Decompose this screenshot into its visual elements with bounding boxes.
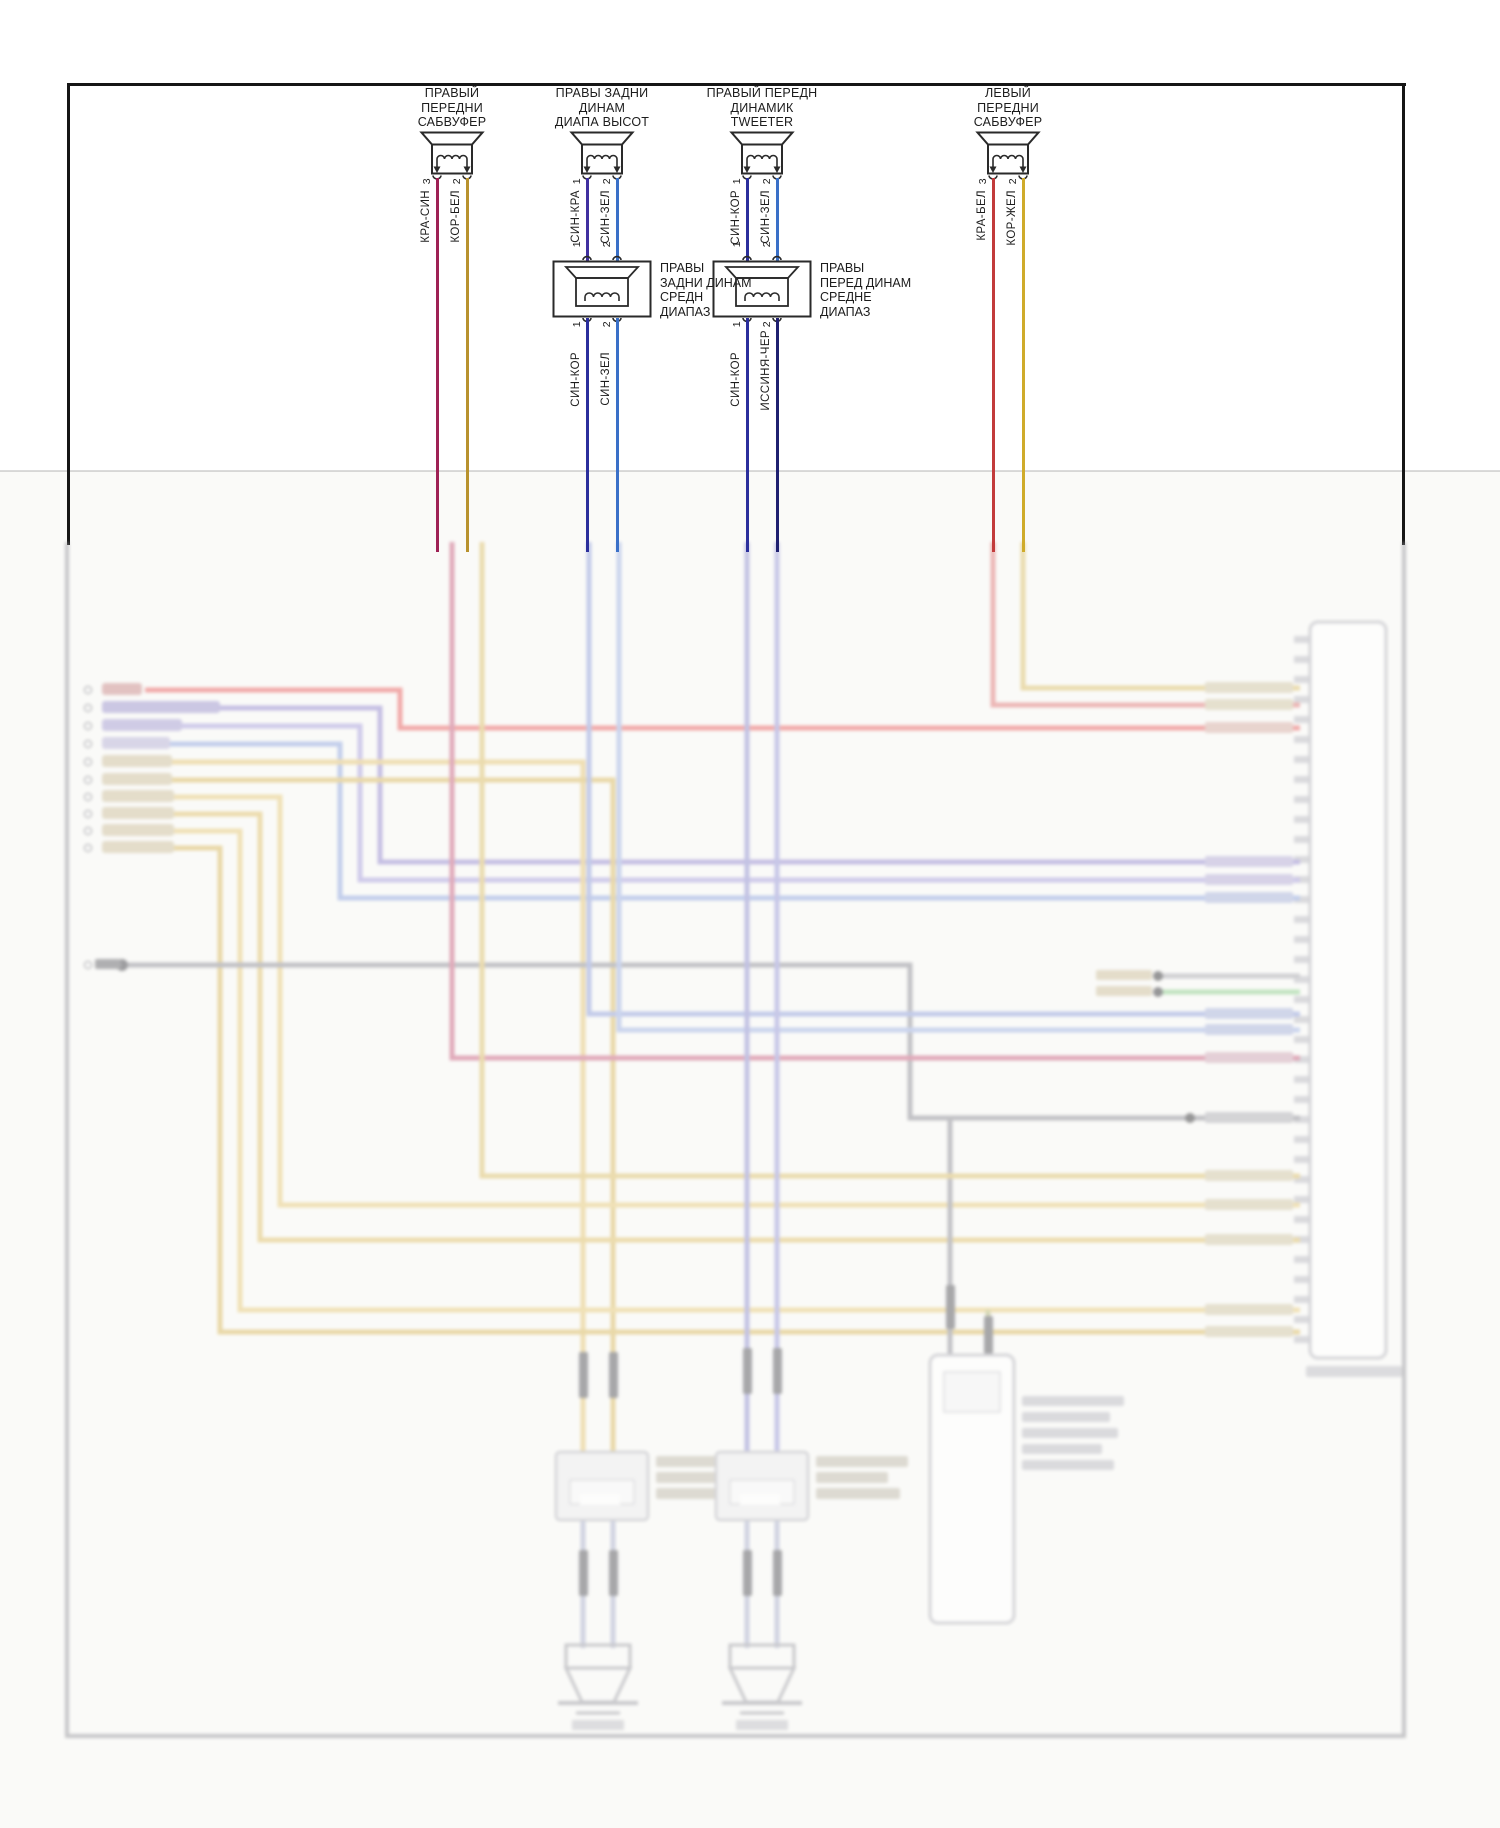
wire-label-sin-zel: СИН-ЗЕЛ <box>600 190 612 244</box>
midbox-1-label-line2: ЗАДНИ ДИНАМ <box>660 275 752 290</box>
midbox-2-bottom-pin-number: 1 <box>731 321 743 328</box>
speaker-1-pin-number: 2 <box>451 178 463 185</box>
wire-label-kor-zhel: КОР-ЖЁЛ <box>1006 190 1018 246</box>
midbox-2-label-line4: ДИАПАЗ <box>820 304 871 319</box>
speaker-4-pin-number: 3 <box>977 178 989 185</box>
wire-sin-zel <box>616 318 619 552</box>
midbox-1-label-line1: ПРАВЫ <box>660 261 705 275</box>
midbox-2-top-pin-number: 1 <box>731 241 743 248</box>
wire-issinya-cher <box>776 318 779 552</box>
wire-label-kra-sin: КРА-СИН <box>420 190 432 243</box>
speaker-4-label-line3: САБВУФЕР <box>973 115 1043 129</box>
speaker-1-label-line2: ПЕРЕДНИ <box>421 100 483 115</box>
midbox-2-label-line3: СРЕДНЕ <box>820 290 872 304</box>
midbox-1-label: ПРАВЫ ЗАДНИ ДИНАМ СРЕДН ДИАПАЗ <box>660 261 790 319</box>
speaker-2-pin-number: 2 <box>601 178 613 185</box>
wire-kra-bel <box>992 178 995 552</box>
midbox-1-top-pin-number: 2 <box>601 241 613 248</box>
midrange-speaker-symbol <box>552 255 652 323</box>
speaker-symbol <box>975 131 1041 180</box>
speaker-3-label-line2: ДИНАМИК <box>730 100 794 115</box>
overlay-edge-line <box>0 470 1500 472</box>
speaker-1-pin-number: 3 <box>421 178 433 185</box>
speaker-3-label: ПРАВЫЙ ПЕРЕДН ДИНАМИК TWEETER <box>687 86 837 130</box>
wire-label-sin-kor: СИН-КОР <box>730 190 742 245</box>
wire-kor-zhel <box>1022 178 1025 552</box>
wire-label-sin-zel: СИН-ЗЕЛ <box>600 352 612 406</box>
midbox-1-top-pin-number: 1 <box>571 241 583 248</box>
midbox-1-label-line4: ДИАПАЗ <box>660 304 711 319</box>
speaker-2-label-line1: ПРАВЫ ЗАДНИ <box>555 86 649 100</box>
wire-label-sin-kra: СИН-КРА <box>570 190 582 243</box>
midbox-2-label: ПРАВЫ ПЕРЕД ДИНАМ СРЕДНЕ ДИАПАЗ <box>820 261 950 319</box>
speaker-3-label-line1: ПРАВЫЙ ПЕРЕДН <box>706 86 818 100</box>
wire-sin-zel <box>616 178 619 261</box>
wire-label-sin-kor: СИН-КОР <box>730 352 742 407</box>
speaker-symbol <box>419 131 485 180</box>
speaker-4-label-line2: ПЕРЕДНИ <box>977 100 1039 115</box>
midbox-2-top-pin-number: 2 <box>761 241 773 248</box>
speaker-3-pin-number: 2 <box>761 178 773 185</box>
speaker-3-label-line3: TWEETER <box>730 115 794 129</box>
speaker-2-label-line2: ДИНАМ <box>578 100 626 115</box>
frame-left-border <box>67 83 70 545</box>
wire-label-sin-kor: СИН-КОР <box>570 352 582 407</box>
speaker-1-label: ПРАВЫЙ ПЕРЕДНИ САБВУФЕР <box>377 86 527 130</box>
speaker-2-label-line3: ДИАПА ВЫСОТ <box>554 115 650 129</box>
wire-kra-sin <box>436 178 439 552</box>
midbox-2-label-line1: ПРАВЫ <box>820 261 865 275</box>
speaker-2-label: ПРАВЫ ЗАДНИ ДИНАМ ДИАПА ВЫСОТ <box>527 86 677 130</box>
midbox-1-bottom-pin-number: 1 <box>571 321 583 328</box>
midbox-2-bottom-pin-number: 2 <box>761 321 773 328</box>
frame-right-border <box>1402 83 1405 545</box>
speaker-3-pin-number: 1 <box>731 178 743 185</box>
wire-label-sin-zel: СИН-ЗЕЛ <box>760 190 772 244</box>
midrange-speaker-symbol <box>712 255 812 323</box>
wire-sin-kor <box>586 318 589 552</box>
wire-label-issinya-cher: ИССИНЯ-ЧЁР <box>760 330 772 411</box>
wire-label-kor-bel: КОР-БЕЛ <box>450 190 462 243</box>
faded-wash-overlay <box>0 471 1500 1828</box>
speaker-1-label-line3: САБВУФЕР <box>417 115 487 129</box>
wire-label-kra-bel: КРА-БЕЛ <box>976 190 988 241</box>
wire-sin-kor <box>746 318 749 552</box>
wire-sin-zel <box>776 178 779 261</box>
wire-kor-bel <box>466 178 469 552</box>
speaker-4-label: ЛЕВЫЙ ПЕРЕДНИ САБВУФЕР <box>933 86 1083 130</box>
speaker-1-label-line1: ПРАВЫЙ <box>424 86 480 100</box>
wire-sin-kra <box>586 178 589 261</box>
midbox-2-label-line2: ПЕРЕД ДИНАМ <box>820 275 912 290</box>
frame-top-border <box>67 83 1406 86</box>
wire-sin-kor <box>746 178 749 261</box>
speaker-2-pin-number: 1 <box>571 178 583 185</box>
midbox-1-bottom-pin-number: 2 <box>601 321 613 328</box>
speaker-4-pin-number: 2 <box>1007 178 1019 185</box>
speaker-symbol <box>569 131 635 180</box>
speaker-symbol <box>729 131 795 180</box>
midbox-1-label-line3: СРЕДН <box>660 290 704 304</box>
speaker-4-label-line1: ЛЕВЫЙ <box>985 86 1031 100</box>
